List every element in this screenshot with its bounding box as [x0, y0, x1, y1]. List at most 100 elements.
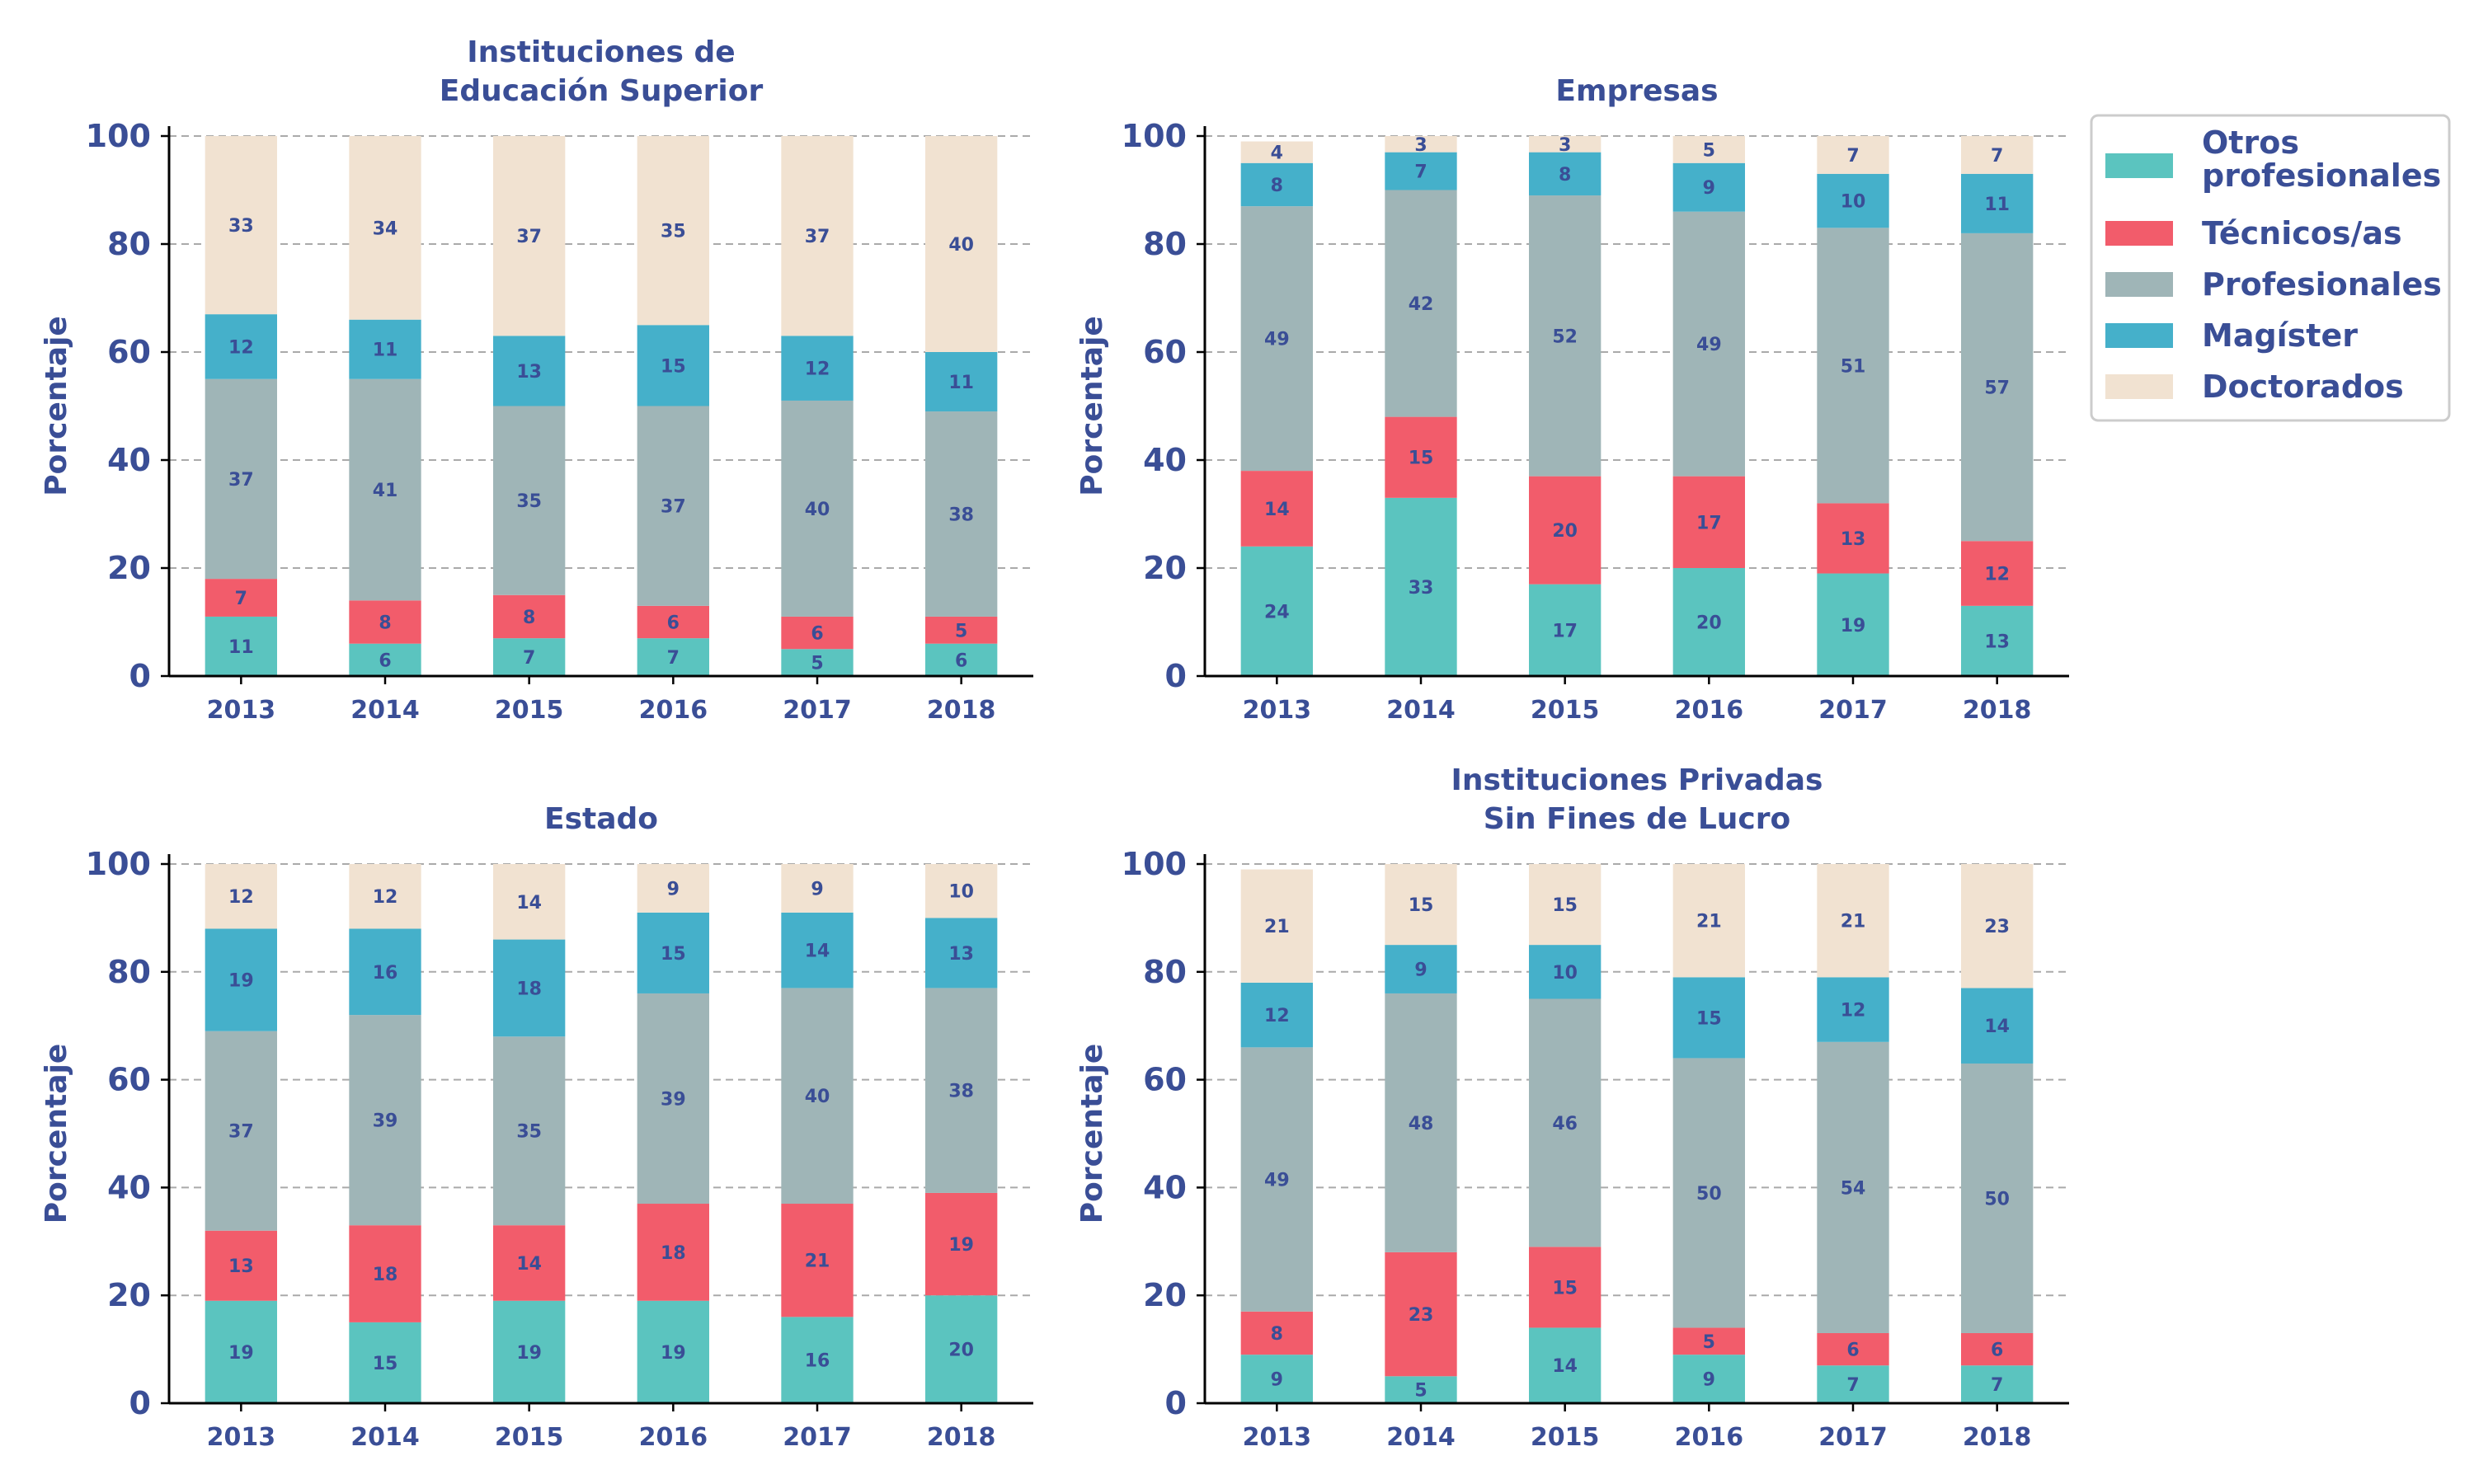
- data-label: 33: [1409, 578, 1434, 599]
- legend-label: Magíster: [2202, 317, 2358, 354]
- bar-segment: [205, 1031, 277, 1231]
- data-label: 52: [1552, 326, 1578, 347]
- bar-segment: [1385, 864, 1457, 946]
- data-label: 23: [1984, 917, 2010, 937]
- bar-segment: [1817, 1365, 1889, 1403]
- data-label: 3: [1559, 135, 1571, 156]
- data-label: 15: [1696, 1008, 1722, 1029]
- data-label: 8: [1271, 176, 1283, 196]
- y-tick-label: 40: [1143, 442, 1187, 478]
- data-label: 21: [1264, 917, 1290, 937]
- bar-segment: [493, 864, 566, 940]
- x-tick-label: 2015: [1531, 696, 1600, 725]
- bar-segment: [1529, 1327, 1602, 1403]
- bar-segment: [781, 400, 854, 617]
- bar-segment: [205, 616, 277, 676]
- bar-segment: [781, 988, 854, 1205]
- bar-segment: [1817, 977, 1889, 1042]
- data-label: 20: [1696, 613, 1722, 634]
- data-label: 49: [1696, 335, 1722, 355]
- data-label: 12: [1264, 1006, 1290, 1026]
- bar-segment: [205, 136, 277, 315]
- chart-title-line: Instituciones de: [467, 35, 735, 69]
- y-tick-label: 0: [129, 658, 151, 694]
- data-label: 49: [1264, 330, 1290, 350]
- bar-segment: [349, 1225, 421, 1322]
- bar-segment: [493, 336, 566, 406]
- bar-segment: [1961, 864, 2034, 989]
- data-label: 3: [1414, 135, 1427, 156]
- data-label: 54: [1841, 1178, 1866, 1199]
- bar-segment: [925, 1192, 998, 1296]
- data-label: 37: [228, 470, 254, 491]
- legend-swatch: [2105, 153, 2173, 178]
- legend-swatch: [2105, 272, 2173, 297]
- x-tick-label: 2015: [1531, 1423, 1600, 1452]
- data-label: 5: [811, 654, 823, 674]
- bar-segment: [781, 1204, 854, 1317]
- bar-segment: [1672, 162, 1745, 212]
- legend-label: Otros: [2202, 124, 2299, 161]
- data-label: 21: [1696, 912, 1722, 932]
- data-label: 8: [1559, 165, 1571, 186]
- bar-segment: [781, 649, 854, 676]
- bar-segment: [1529, 864, 1602, 946]
- data-label: 23: [1409, 1305, 1434, 1326]
- data-label: 35: [661, 222, 686, 242]
- data-label: 38: [948, 505, 974, 526]
- data-label: 37: [228, 1122, 254, 1143]
- data-label: 10: [948, 882, 974, 903]
- x-tick-label: 2015: [495, 696, 564, 725]
- bar-segment: [1240, 471, 1313, 547]
- bar-segment: [205, 378, 277, 580]
- data-label: 42: [1409, 294, 1434, 315]
- x-tick-label: 2017: [783, 696, 852, 725]
- data-label: 8: [379, 613, 391, 634]
- bar-segment: [205, 928, 277, 1031]
- data-label: 10: [1841, 192, 1866, 213]
- x-tick-label: 2018: [1963, 1423, 2032, 1452]
- bar-segment: [1672, 1058, 1745, 1328]
- data-label: 18: [373, 1265, 398, 1285]
- data-label: 57: [1984, 378, 2010, 399]
- data-label: 50: [1696, 1184, 1722, 1205]
- bar-segment: [349, 643, 421, 676]
- data-label: 34: [373, 218, 398, 239]
- data-label: 15: [1409, 448, 1434, 469]
- data-label: 10: [1552, 963, 1578, 984]
- bar-segment: [1672, 1355, 1745, 1403]
- legend-label: Profesionales: [2202, 266, 2442, 303]
- bar-segment: [1240, 869, 1313, 983]
- bar-segment: [493, 1300, 566, 1403]
- bar-segment: [493, 406, 566, 595]
- bar-segment: [349, 319, 421, 379]
- x-tick-label: 2014: [1386, 696, 1456, 725]
- data-label: 40: [948, 235, 974, 256]
- data-label: 6: [379, 650, 391, 671]
- data-label: 19: [228, 971, 254, 992]
- y-tick-label: 40: [1143, 1169, 1187, 1205]
- bar-segment: [1529, 998, 1602, 1247]
- bar-segment: [637, 605, 709, 639]
- data-label: 12: [373, 887, 398, 908]
- legend-label: profesionales: [2202, 157, 2441, 194]
- y-tick-label: 40: [107, 442, 151, 478]
- y-tick-label: 100: [1122, 846, 1187, 882]
- bar-segment: [1817, 1041, 1889, 1333]
- chart-title-line: Instituciones Privadas: [1451, 763, 1823, 797]
- data-label: 6: [811, 624, 823, 645]
- bar-segment: [1529, 945, 1602, 999]
- data-label: 11: [948, 373, 974, 393]
- legend-label: Doctorados: [2202, 369, 2404, 405]
- bar-segment: [1529, 136, 1602, 153]
- bar-segment: [1961, 988, 2034, 1064]
- bar-segment: [1240, 982, 1313, 1048]
- chart-title-line: Estado: [544, 802, 658, 836]
- bar-segment: [1529, 1247, 1602, 1328]
- bar-segment: [1961, 232, 2034, 542]
- data-label: 5: [1414, 1381, 1427, 1402]
- data-label: 19: [1841, 616, 1866, 636]
- bar-segment: [1961, 173, 2034, 233]
- data-label: 14: [516, 1254, 542, 1275]
